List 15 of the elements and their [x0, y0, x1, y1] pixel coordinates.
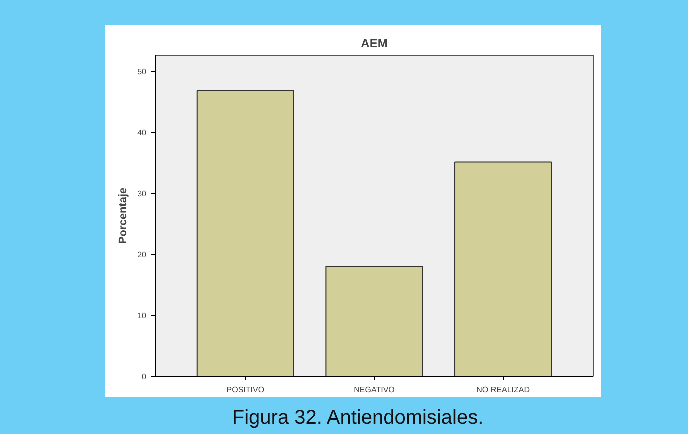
y-tick-label: 0 — [142, 372, 148, 382]
x-tick-label: NEGATIVO — [354, 386, 395, 394]
text: Figura 32. Antiendomisiales. — [232, 406, 484, 431]
y-tick-label: 10 — [138, 311, 148, 320]
bar — [454, 162, 552, 376]
x-tick-label: NO REALIZAD — [476, 386, 530, 394]
y-tick-label: 20 — [138, 250, 148, 260]
chart-title: AEM — [361, 36, 388, 50]
y-tick-label: 50 — [138, 67, 148, 76]
y-tick-label: 40 — [138, 128, 148, 138]
x-tick-label: POSITIVO — [226, 386, 265, 394]
y-tick-label: 30 — [138, 189, 148, 198]
bar — [196, 90, 294, 376]
bar — [326, 266, 424, 376]
y-axis-title: Porcentaje — [118, 188, 130, 244]
